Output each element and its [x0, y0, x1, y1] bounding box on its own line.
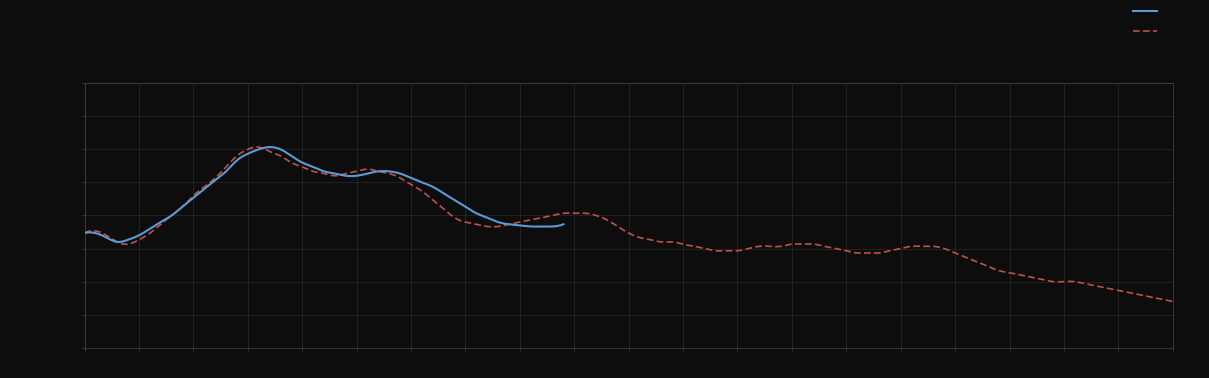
Legend: , : , [1130, 3, 1168, 39]
